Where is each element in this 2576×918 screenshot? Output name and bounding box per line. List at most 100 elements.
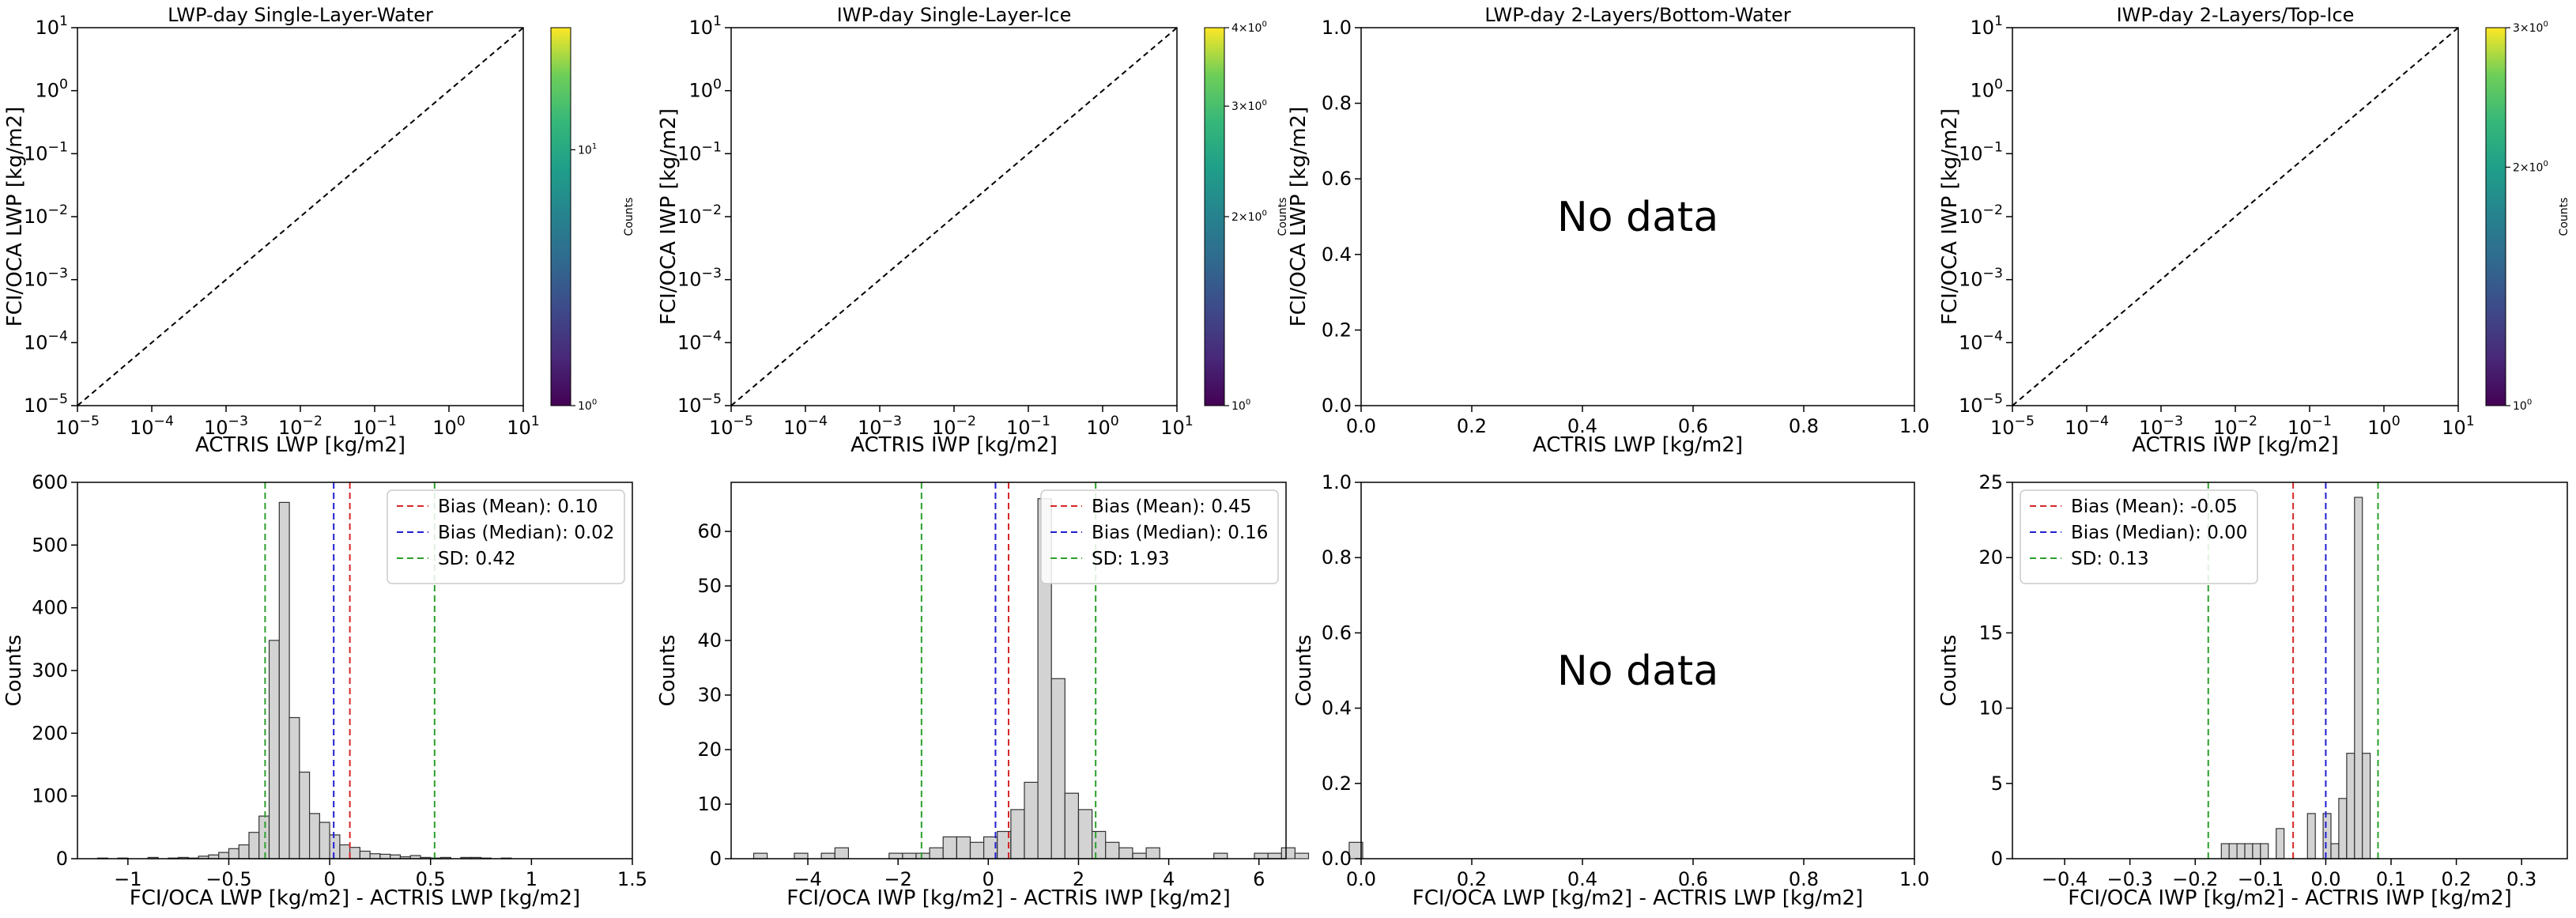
histogram-bar — [238, 844, 250, 859]
y-tick-label: 100 — [1970, 77, 2003, 102]
x-tick-label: 10−1 — [2287, 414, 2332, 439]
x-tick-label: 1.0 — [1899, 868, 1929, 890]
histogram-bar — [902, 852, 917, 859]
colorbar: 100 2×100 3×100 Counts — [2485, 21, 2570, 413]
y-tick-label: 20 — [1978, 546, 2003, 569]
histogram-bar — [834, 847, 850, 859]
y-tick-label: 0.8 — [1322, 546, 1352, 569]
y-tick-label: 20 — [697, 739, 722, 761]
heatmap-panel-3: 0.0 0.2 0.4 0.6 0.8 1.0 0.0 0.2 0.4 0.6 0.8 1.0 LWP-… — [1287, 4, 1929, 457]
x-tick-label: 4 — [1163, 868, 1175, 890]
y-tick-label: 30 — [697, 684, 722, 706]
y-tick-label: 500 — [32, 534, 68, 556]
histogram-bar — [1050, 678, 1065, 859]
histogram-bar — [2228, 843, 2238, 859]
histogram-bar — [268, 640, 280, 859]
x-tick-label: 0.1 — [2376, 868, 2406, 890]
y-tick-label: 0 — [56, 848, 68, 870]
legend-entry: SD: 1.93 — [1092, 549, 1170, 569]
histogram-bar — [2330, 843, 2340, 859]
histogram-bar — [359, 850, 371, 859]
y-tick-label: 0.4 — [1322, 244, 1352, 266]
y-tick-label: 10 — [1978, 697, 2003, 720]
x-tick-label: 1 — [526, 868, 537, 890]
y-tick-label: 0 — [710, 848, 722, 870]
histogram-bar — [248, 832, 260, 859]
histogram-bar — [1091, 830, 1107, 859]
y-tick-label: 0.0 — [1322, 848, 1352, 870]
y-axis-label: FCI/OCA LWP [kg/m2] — [1287, 107, 1311, 327]
legend-box — [2020, 489, 2258, 584]
colorbar-tick-label: 100 — [578, 399, 597, 413]
colorbar-tick-label: 3×100 — [1231, 99, 1267, 113]
histogram-bar — [319, 822, 330, 859]
y-tick-label: 10−4 — [677, 329, 722, 354]
y-tick-label: 10−3 — [1959, 266, 2003, 291]
panel-title: IWP-day Single-Layer-Ice — [837, 4, 1072, 26]
y-tick-label: 60 — [697, 520, 722, 542]
y-tick-label: 0.6 — [1322, 621, 1352, 644]
histogram-bar — [2236, 843, 2246, 859]
histogram-bar — [1280, 847, 1296, 859]
colorbar-tick-label: 4×100 — [1231, 21, 1267, 35]
histogram-bar — [888, 852, 903, 859]
legend: Bias (Mean): 0.45 Bias (Median): 0.16 SD: … — [1040, 489, 1279, 584]
histogram-bar — [2338, 798, 2348, 859]
legend-entry: Bias (Median): 0.02 — [438, 523, 614, 543]
histogram-bar — [1213, 852, 1228, 859]
x-tick-label: 1.0 — [1899, 415, 1929, 437]
legend-entry: Bias (Median): 0.00 — [2071, 523, 2247, 543]
histogram-bar — [349, 847, 361, 859]
y-axis-label: Counts — [1292, 635, 1316, 707]
y-tick-label: 50 — [697, 575, 722, 597]
x-tick-label: −0.5 — [206, 868, 251, 890]
colorbar: 100 101 Counts — [550, 27, 636, 413]
y-tick-label: 10−1 — [1959, 140, 2003, 165]
histogram-bar — [2244, 843, 2254, 859]
histogram-panel-3: 0.0 0.2 0.4 0.6 0.8 1.0 0.0 0.2 0.4 0.6 0.8 1.0 FCI/… — [1292, 471, 1929, 910]
x-tick-label: 1.5 — [617, 868, 647, 890]
histogram-bar — [228, 848, 239, 859]
histogram-bar — [369, 853, 381, 859]
y-tick-label: 40 — [697, 629, 722, 652]
y-tick-label: 10−1 — [677, 140, 722, 165]
x-tick-label: 100 — [2367, 414, 2401, 439]
y-axis-label: Counts — [1937, 635, 1961, 707]
x-tick-label: 0.0 — [1346, 415, 1376, 437]
x-tick-label: 0.5 — [416, 868, 446, 890]
histogram-bar — [2354, 497, 2363, 859]
y-tick-label: 10−2 — [677, 202, 722, 228]
x-tick-label: 0.8 — [1789, 868, 1819, 890]
x-tick-label: 0.6 — [1678, 415, 1708, 437]
y-tick-label: 10−5 — [677, 391, 722, 417]
x-axis-label: FCI/OCA LWP [kg/m2] - ACTRIS LWP [kg/m2] — [1412, 886, 1863, 910]
colorbar-label: Counts — [623, 198, 636, 236]
x-tick-label: 0.8 — [1789, 415, 1819, 437]
one-to-one-line — [2012, 27, 2459, 406]
x-tick-label: 101 — [507, 414, 540, 439]
one-to-one-line — [77, 27, 524, 406]
colorbar-tick-label: 101 — [578, 142, 597, 157]
x-tick-label: 10−5 — [55, 414, 100, 439]
colorbar-label: Counts — [1277, 198, 1289, 236]
legend-entry: SD: 0.42 — [438, 549, 516, 569]
x-tick-label: 0.2 — [1457, 868, 1487, 890]
legend-entry: Bias (Median): 0.16 — [1092, 523, 1268, 543]
legend-entry: Bias (Mean): 0.45 — [1092, 497, 1251, 517]
legend: Bias (Mean): 0.10 Bias (Median): 0.02 SD: … — [387, 489, 625, 584]
heatmap-panel-4: 10−5 10−4 10−3 10−2 10−1 100 101 10−5 10−4 10−3 10… — [1938, 4, 2570, 457]
x-tick-label: 101 — [2442, 414, 2475, 439]
histogram-panel-1: −1 −0.5 0 0.5 1 1.5 0 100 200 300 400 500 600 FCI/OCA… — [2, 471, 647, 910]
histogram-bar — [1024, 781, 1039, 859]
heatmap-panel-1: 10−5 10−4 10−3 10−2 10−1 100 101 10−5 10−4 10−3 10… — [3, 4, 636, 457]
x-tick-label: 101 — [1160, 414, 1194, 439]
histogram-bar — [1010, 809, 1025, 859]
histogram-bar — [278, 501, 290, 859]
histogram-bar — [2220, 843, 2230, 859]
x-axis-label: ACTRIS IWP [kg/m2] — [2132, 433, 2339, 457]
x-tick-label: 0.4 — [1567, 415, 1597, 437]
y-tick-label: 300 — [32, 659, 68, 682]
panel-title: IWP-day 2-Layers/Top-Ice — [2117, 4, 2355, 26]
x-tick-label: −0.2 — [2172, 868, 2218, 890]
